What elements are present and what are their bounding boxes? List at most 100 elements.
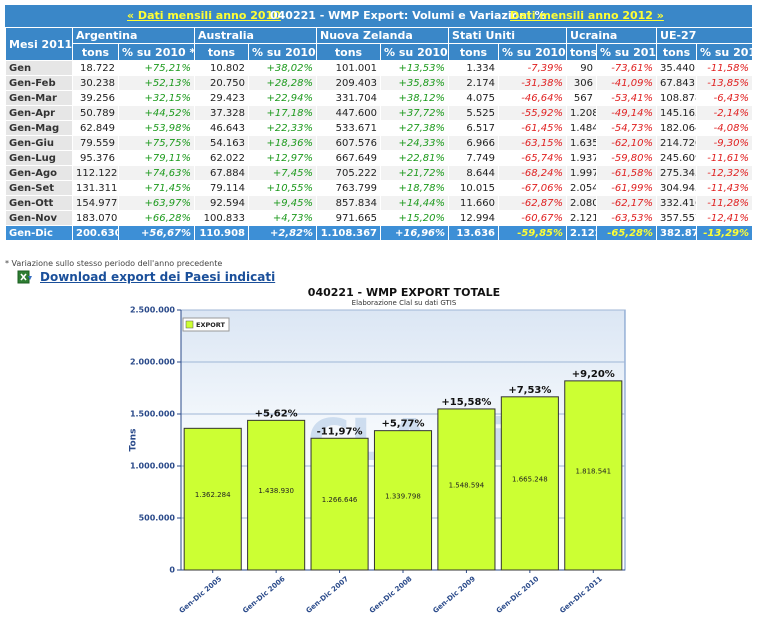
percent-cell: +32,15% bbox=[117, 90, 196, 106]
bar bbox=[500, 396, 559, 571]
column-header: tons bbox=[448, 43, 500, 61]
tons-cell: 1.208 bbox=[566, 105, 598, 121]
percent-cell: +53,98% bbox=[117, 120, 196, 136]
row-label: Gen-Apr bbox=[5, 105, 73, 121]
annotation: +9,20% bbox=[572, 369, 615, 380]
percent-cell: -2,14% bbox=[696, 105, 754, 121]
table-title: 040221 - WMP Export: Volumi e Variazioni… bbox=[270, 9, 546, 22]
column-header: % su 2010 * bbox=[696, 43, 754, 61]
annotation: +5,62% bbox=[255, 408, 298, 419]
tons-cell: 306 bbox=[566, 75, 598, 91]
percent-cell: +52,13% bbox=[117, 75, 196, 91]
row-label: Gen-Ott bbox=[5, 195, 73, 211]
percent-cell: +75,75% bbox=[117, 135, 196, 151]
tons-cell: 1.937 bbox=[566, 150, 598, 166]
tons-cell: 10.015 bbox=[448, 180, 500, 196]
percent-cell: +21,72% bbox=[380, 165, 450, 181]
y-tick-label: 1.000.000 bbox=[130, 462, 175, 471]
column-header: % su 2010 * bbox=[117, 43, 196, 61]
tons-cell: 62.022 bbox=[194, 150, 250, 166]
tons-cell: 18.722 bbox=[72, 60, 119, 76]
tons-cell: 182.064 bbox=[656, 120, 698, 136]
percent-cell: -63,53% bbox=[596, 210, 658, 226]
x-tick-label: Gen-Dic 2007 bbox=[305, 575, 351, 615]
legend-swatch bbox=[185, 320, 194, 329]
percent-cell: -62,17% bbox=[596, 195, 658, 211]
tons-cell: 54.163 bbox=[194, 135, 250, 151]
percent-cell: +17,18% bbox=[248, 105, 318, 121]
percent-cell: -11,28% bbox=[696, 195, 754, 211]
tons-cell: 7.749 bbox=[448, 150, 500, 166]
row-label: Gen-Giu bbox=[5, 135, 73, 151]
tons-cell: 62.849 bbox=[72, 120, 119, 136]
row-label: Gen-Ago bbox=[5, 165, 73, 181]
nav-next[interactable]: Dati mensili anno 2012 » bbox=[510, 9, 664, 22]
y-tick-label: 2.000.000 bbox=[130, 358, 175, 367]
percent-cell: +18,78% bbox=[380, 180, 450, 196]
value-label: 1.665.248 bbox=[512, 475, 548, 483]
percent-cell: +56,67% bbox=[117, 225, 196, 241]
percent-cell: +16,96% bbox=[380, 225, 450, 241]
percent-cell: -61,58% bbox=[596, 165, 658, 181]
column-header: tons bbox=[72, 43, 119, 61]
tons-cell: 857.834 bbox=[316, 195, 382, 211]
download-link[interactable]: Download export dei Paesi indicati bbox=[40, 270, 276, 284]
tons-cell: 145.165 bbox=[656, 105, 698, 121]
tons-cell: 245.609 bbox=[656, 150, 698, 166]
percent-cell: +9,45% bbox=[248, 195, 318, 211]
tons-cell: 39.256 bbox=[72, 90, 119, 106]
percent-cell: +22,81% bbox=[380, 150, 450, 166]
tons-cell: 331.704 bbox=[316, 90, 382, 106]
percent-cell: +28,28% bbox=[248, 75, 318, 91]
tons-cell: 567 bbox=[566, 90, 598, 106]
tons-cell: 5.525 bbox=[448, 105, 500, 121]
percent-cell: -13,29% bbox=[696, 225, 754, 241]
y-tick-label: 500.000 bbox=[139, 514, 176, 523]
percent-cell: -60,67% bbox=[498, 210, 568, 226]
nav-prev[interactable]: « Dati mensili anno 2010 bbox=[127, 9, 281, 22]
tons-cell: 1.334 bbox=[448, 60, 500, 76]
tons-cell: 8.644 bbox=[448, 165, 500, 181]
percent-cell: -12,41% bbox=[696, 210, 754, 226]
percent-cell: +24,33% bbox=[380, 135, 450, 151]
annotation: +5,77% bbox=[381, 419, 424, 430]
percent-cell: -73,61% bbox=[596, 60, 658, 76]
tons-cell: 79.114 bbox=[194, 180, 250, 196]
percent-cell: -31,38% bbox=[498, 75, 568, 91]
percent-cell: +12,97% bbox=[248, 150, 318, 166]
percent-cell: -63,15% bbox=[498, 135, 568, 151]
y-tick-label: 1.500.000 bbox=[130, 410, 175, 419]
x-tick-label: Gen-Dic 2009 bbox=[432, 575, 478, 615]
percent-cell: -55,92% bbox=[498, 105, 568, 121]
percent-cell: +14,44% bbox=[380, 195, 450, 211]
percent-cell: -9,30% bbox=[696, 135, 754, 151]
percent-cell: +63,97% bbox=[117, 195, 196, 211]
percent-cell: +79,11% bbox=[117, 150, 196, 166]
tons-cell: 6.966 bbox=[448, 135, 500, 151]
legend-box bbox=[182, 317, 230, 332]
row-label: Gen-Dic bbox=[5, 225, 73, 241]
percent-cell: -65,28% bbox=[596, 225, 658, 241]
column-header: % su 2010 * bbox=[248, 43, 318, 61]
y-tick-label: 2.500.000 bbox=[130, 306, 175, 315]
value-label: 1.266.646 bbox=[322, 496, 358, 504]
percent-cell: +27,38% bbox=[380, 120, 450, 136]
tons-cell: 209.403 bbox=[316, 75, 382, 91]
percent-cell: -4,08% bbox=[696, 120, 754, 136]
percent-cell: -11,58% bbox=[696, 60, 754, 76]
tons-cell: 101.001 bbox=[316, 60, 382, 76]
percent-cell: -46,64% bbox=[498, 90, 568, 106]
row-label: Gen-Mag bbox=[5, 120, 73, 136]
tons-cell: 100.833 bbox=[194, 210, 250, 226]
percent-cell: -11,43% bbox=[696, 180, 754, 196]
tons-cell: 357.557 bbox=[656, 210, 698, 226]
percent-cell: +18,36% bbox=[248, 135, 318, 151]
percent-cell: +75,21% bbox=[117, 60, 196, 76]
percent-cell: +22,94% bbox=[248, 90, 318, 106]
tons-cell: 763.799 bbox=[316, 180, 382, 196]
tons-cell: 29.423 bbox=[194, 90, 250, 106]
tons-cell: 46.643 bbox=[194, 120, 250, 136]
bar bbox=[310, 437, 369, 571]
data-table: Mesi 2011 Argentina Australia Nuova Zelanda… bbox=[5, 27, 754, 241]
